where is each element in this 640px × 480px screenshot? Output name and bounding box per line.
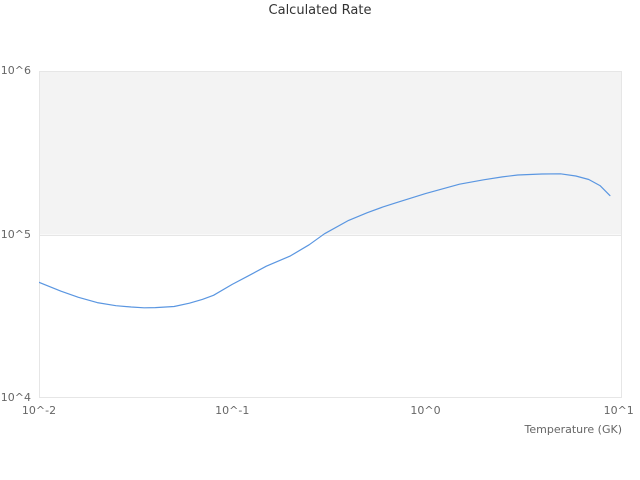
x-tick-label: 10^-1 <box>215 404 250 417</box>
y-tick-label: 10^6 <box>0 64 31 77</box>
x-tick-label: 10^0 <box>410 404 441 417</box>
x-tick-label: 10^1 <box>603 404 634 417</box>
calculated-rate-curve <box>39 173 611 309</box>
plot-svg <box>39 71 622 398</box>
y-tick-label: 10^4 <box>0 391 31 404</box>
chart-title: Calculated Rate <box>268 3 372 18</box>
y-tick-label: 10^5 <box>0 227 31 241</box>
plot-border <box>39 71 622 398</box>
x-axis-title: Temperature (GK) <box>524 423 623 436</box>
alternate-grid-band <box>39 71 622 235</box>
x-tick-label: 10^-2 <box>21 404 57 417</box>
